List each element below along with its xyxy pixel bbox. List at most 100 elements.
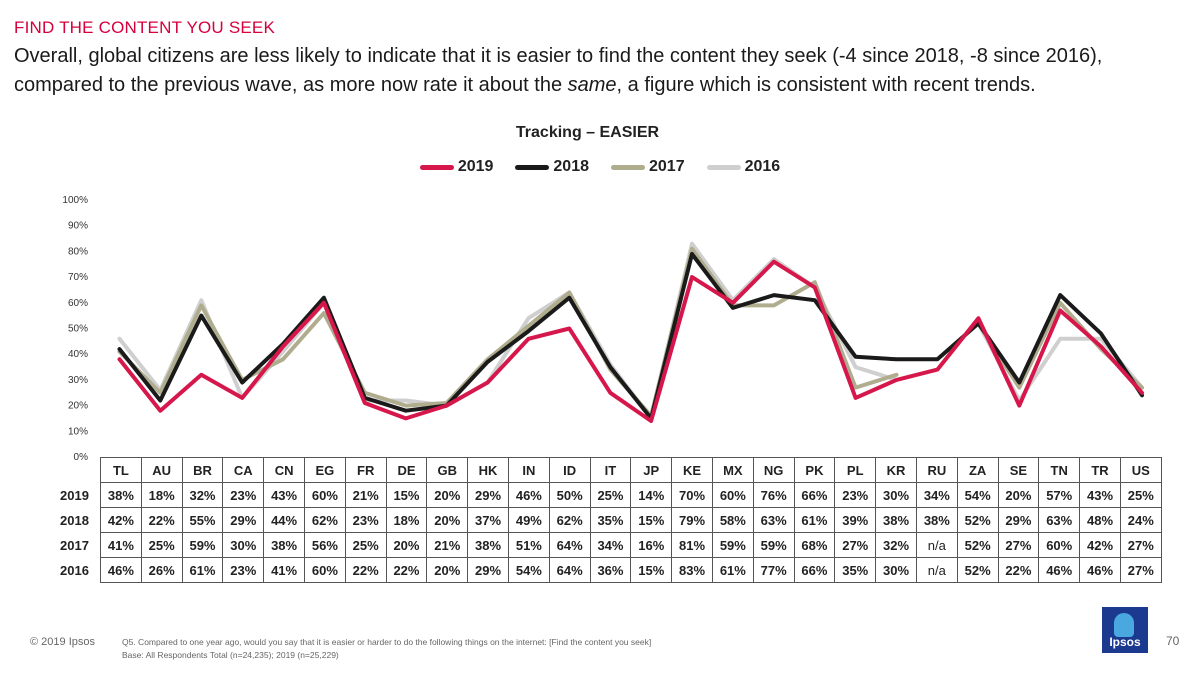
y-tick-label: 10% [68, 426, 88, 437]
data-label: 63% [752, 507, 795, 533]
section-kicker: FIND THE CONTENT YOU SEEK [14, 18, 275, 37]
data-label: 16% [630, 532, 673, 558]
y-tick-label: 0% [74, 452, 89, 460]
data-label: 15% [630, 557, 673, 583]
data-label: 43% [263, 482, 305, 508]
x-tick-label: EG [303, 457, 346, 483]
data-label: 46% [100, 557, 142, 583]
data-label: 38% [467, 532, 509, 558]
x-tick-label: TN [1038, 457, 1081, 483]
data-label: 66% [793, 482, 836, 508]
data-label: 76% [752, 482, 795, 508]
x-tick-label: GB [426, 457, 469, 483]
data-table: TL AU BR CA CN EG FR DE GB HK IN ID IT JP KE MX NG PK PL KR… [58, 457, 1162, 583]
data-label: 52% [956, 557, 999, 583]
data-label: 34% [915, 482, 958, 508]
data-label: 61% [793, 507, 836, 533]
data-label: 18% [140, 482, 183, 508]
data-label: 30% [875, 482, 917, 508]
data-label: 58% [711, 507, 754, 533]
legend-swatch [706, 164, 741, 170]
x-tick-label: ID [548, 457, 591, 483]
x-tick-label: AU [140, 457, 183, 483]
data-label: 62% [303, 507, 346, 533]
data-label: 66% [793, 557, 836, 583]
data-label: 27% [834, 532, 877, 558]
data-label: 27% [997, 532, 1040, 558]
table-row: 2016 46% 26% 61% 23% 41% 60% 22% 22% 20% 29% 54% 64%… [58, 557, 1162, 583]
data-label: 30% [222, 532, 265, 558]
data-label: n/a [915, 557, 958, 583]
series-2019 [117, 259, 1144, 423]
x-tick-label: CN [263, 457, 305, 483]
data-label: 64% [548, 557, 591, 583]
x-tick-label: TL [100, 457, 142, 483]
x-tick-label: ZA [956, 457, 999, 483]
table-row-label: 2016 [60, 562, 89, 578]
data-label: 52% [956, 532, 999, 558]
table-row-label: 2019 [60, 487, 89, 503]
data-label: 22% [344, 557, 387, 583]
data-label: 61% [181, 557, 224, 583]
x-tick-label: HK [467, 457, 509, 483]
line-chart: 0% 10% 20% 30% 40% 50% 60% 70% 80% 90% 100% [62, 195, 1144, 460]
data-label: 29% [222, 507, 265, 533]
data-label: 14% [630, 482, 673, 508]
data-label: 77% [752, 557, 795, 583]
data-label: 38% [875, 507, 917, 533]
legend-swatch [611, 164, 645, 170]
y-tick-label: 30% [68, 375, 88, 386]
y-tick-label: 70% [68, 272, 88, 283]
legend-item-2017: 2017 [611, 158, 685, 176]
data-label: 46% [1038, 557, 1081, 583]
data-label: 56% [303, 532, 346, 558]
series-line-2019 [117, 259, 1144, 423]
data-label: 50% [548, 482, 591, 508]
data-label: 60% [711, 482, 754, 508]
y-tick-label: 20% [68, 401, 88, 412]
copyright: © 2019 Ipsos [30, 636, 95, 648]
data-label: 57% [1038, 482, 1081, 508]
data-label: 23% [222, 482, 265, 508]
legend-swatch [515, 164, 550, 170]
data-label: 25% [1119, 482, 1162, 508]
data-label: 34% [589, 532, 632, 558]
x-tick-label: NG [752, 457, 795, 483]
table-corner [58, 458, 101, 483]
data-label: 81% [671, 532, 713, 558]
x-tick-label: US [1119, 457, 1162, 483]
data-label: 20% [426, 557, 469, 583]
legend-item-2019: 2019 [419, 158, 493, 176]
data-label: 54% [507, 557, 550, 583]
page-headline: Overall, global citizens are less likely… [14, 42, 1164, 100]
data-label: 49% [507, 507, 550, 533]
data-label: 29% [997, 507, 1040, 533]
data-label: 62% [548, 507, 591, 533]
table-row: 2017 41% 25% 59% 30% 38% 56% 25% 20% 21% 38% 51% 64%… [58, 532, 1162, 558]
data-label: 21% [344, 482, 387, 508]
y-tick-label: 60% [68, 298, 88, 309]
data-label: 42% [100, 507, 142, 533]
data-label: 43% [1079, 482, 1121, 508]
table-row-label: 2017 [60, 537, 89, 553]
x-tick-label: RU [915, 457, 958, 483]
ipsos-logo: Ipsos [1102, 607, 1148, 653]
x-tick-label: CA [222, 457, 265, 483]
y-tick-label: 40% [68, 349, 88, 360]
data-label: 64% [548, 532, 591, 558]
x-tick-label: KR [875, 457, 917, 483]
data-label: 25% [140, 532, 183, 558]
data-label: 29% [467, 482, 509, 508]
data-label: 23% [222, 557, 265, 583]
data-label: 46% [507, 482, 550, 508]
logo-mark-icon [1114, 613, 1134, 637]
data-label: 35% [589, 507, 632, 533]
legend-item-2018: 2018 [515, 158, 589, 176]
data-label: 20% [997, 482, 1040, 508]
x-tick-label: KE [671, 457, 713, 483]
data-label: 61% [711, 557, 754, 583]
x-tick-label: JP [630, 457, 673, 483]
headline-emphasis: same [567, 74, 617, 96]
table-header-row: TL AU BR CA CN EG FR DE GB HK IN ID IT JP KE MX NG PK PL KR… [58, 457, 1162, 483]
x-tick-label: PK [793, 457, 836, 483]
